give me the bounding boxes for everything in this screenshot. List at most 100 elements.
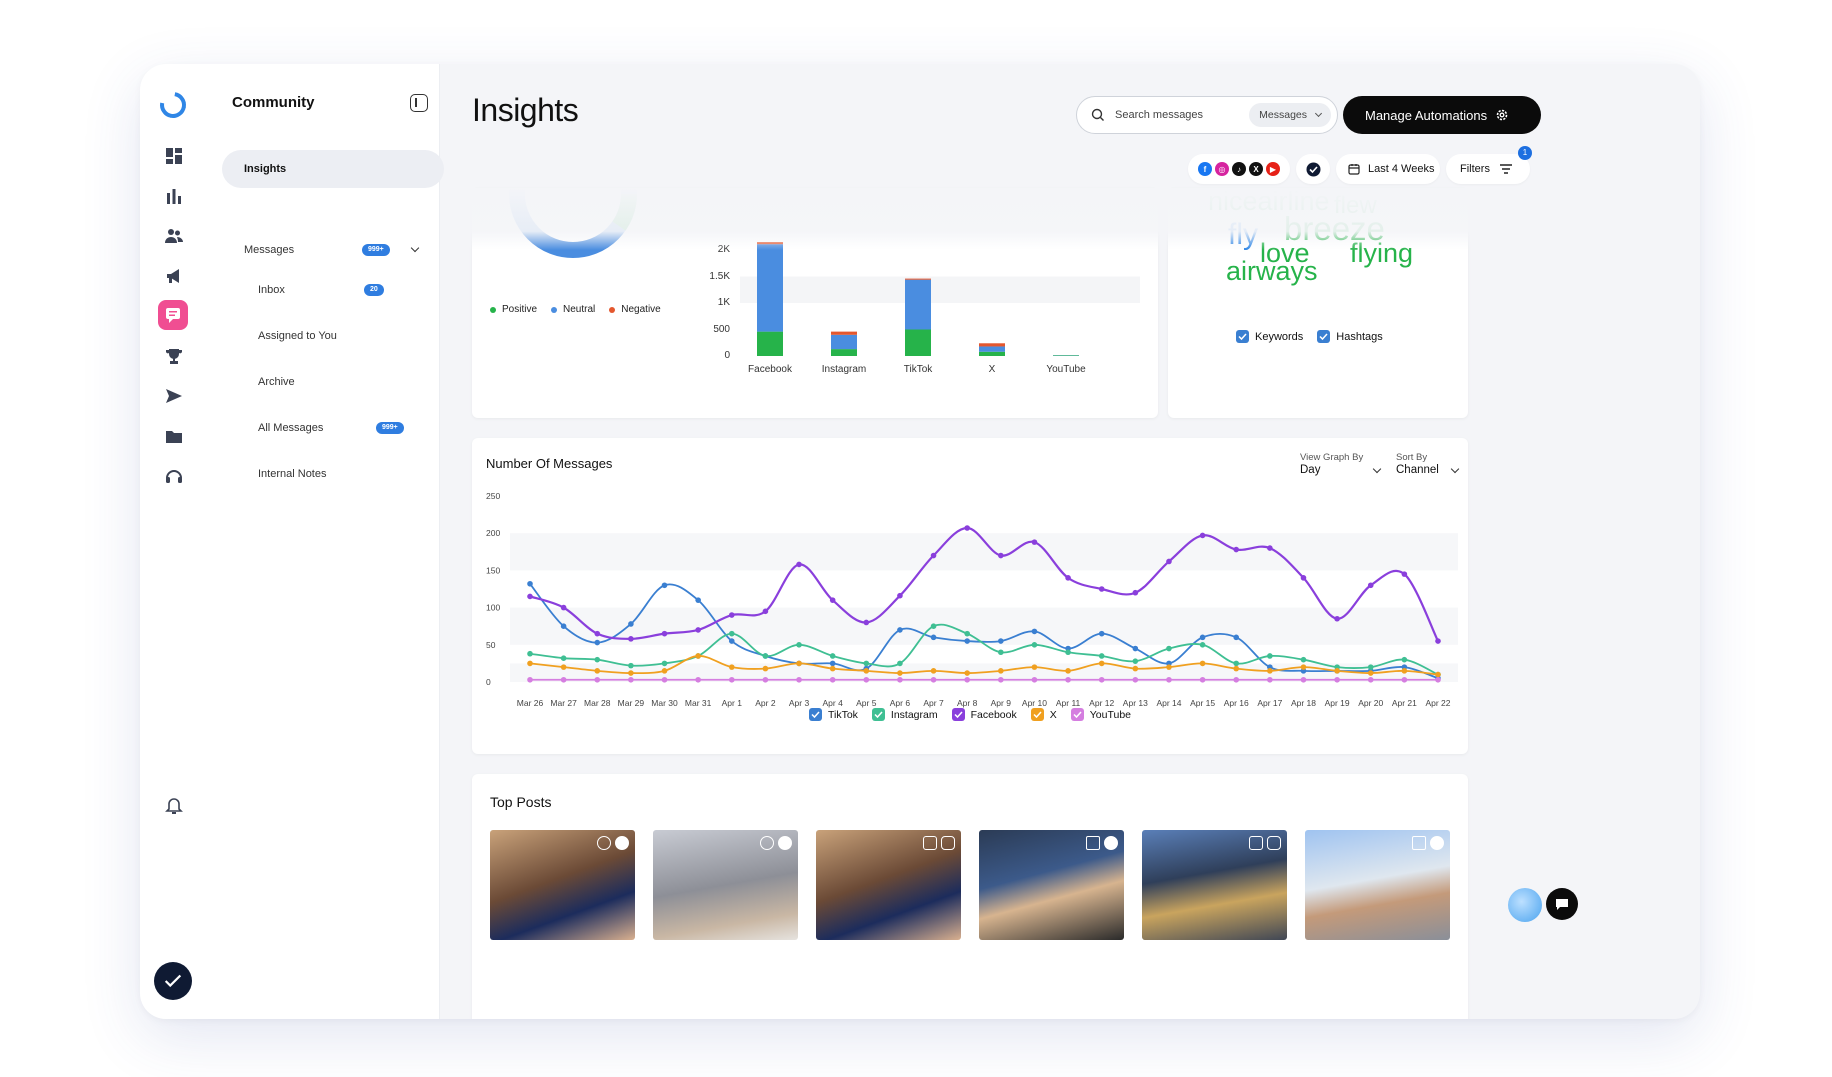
verified-toggle[interactable]: [1296, 154, 1330, 184]
data-point-tiktok[interactable]: [829, 660, 836, 667]
legend-checkbox[interactable]: [808, 708, 822, 721]
data-point-youtube[interactable]: [1132, 676, 1139, 683]
data-point-youtube[interactable]: [998, 676, 1004, 683]
legend-checkbox[interactable]: [1070, 708, 1084, 721]
help-assistant-button[interactable]: [1508, 888, 1542, 922]
data-point-facebook[interactable]: [695, 627, 701, 633]
data-point-youtube[interactable]: [661, 676, 668, 683]
community-icon[interactable]: [158, 300, 188, 330]
data-point-tiktok[interactable]: [1132, 645, 1139, 652]
bar-positive-x[interactable]: [979, 351, 1005, 356]
sidebar-item-messages[interactable]: Messages 999+: [244, 240, 434, 260]
bar-positive-tiktok[interactable]: [905, 329, 931, 357]
analytics-icon[interactable]: [162, 184, 186, 208]
view-graph-select[interactable]: Day: [1300, 464, 1321, 476]
hashtags-checkbox[interactable]: Hashtags: [1317, 330, 1383, 343]
data-point-tiktok[interactable]: [964, 638, 970, 644]
data-point-facebook[interactable]: [1334, 615, 1340, 622]
data-point-tiktok[interactable]: [728, 638, 735, 644]
data-point-tiktok[interactable]: [1098, 630, 1105, 637]
data-point-facebook[interactable]: [728, 612, 735, 618]
bar-neutral-tiktok[interactable]: [905, 279, 931, 330]
bar-positive-youtube[interactable]: [1053, 355, 1079, 356]
data-point-instagram[interactable]: [1098, 653, 1105, 659]
legend-toggle-tiktok[interactable]: TikTok: [808, 708, 858, 721]
search-scope-dropdown[interactable]: Messages: [1249, 103, 1331, 127]
data-point-facebook[interactable]: [1031, 539, 1038, 545]
data-point-x[interactable]: [829, 665, 836, 672]
data-point-x[interactable]: [527, 660, 533, 667]
data-point-youtube[interactable]: [796, 676, 802, 683]
data-point-facebook[interactable]: [1199, 532, 1206, 539]
data-point-x[interactable]: [695, 653, 701, 659]
channel-selector[interactable]: f ◎ ♪ X ▶: [1188, 154, 1290, 184]
search-box[interactable]: Search messages Messages: [1076, 96, 1338, 134]
dashboard-icon[interactable]: [162, 144, 186, 168]
chevron-down-icon[interactable]: [410, 243, 420, 253]
data-point-x[interactable]: [1401, 668, 1408, 674]
data-point-facebook[interactable]: [796, 561, 802, 568]
sidebar-item-insights[interactable]: Insights: [222, 150, 444, 188]
data-point-tiktok[interactable]: [1233, 634, 1240, 641]
data-point-facebook[interactable]: [560, 604, 567, 611]
data-point-x[interactable]: [661, 668, 668, 674]
data-point-x[interactable]: [594, 668, 601, 674]
data-point-youtube[interactable]: [1334, 676, 1340, 683]
data-point-facebook[interactable]: [998, 552, 1004, 559]
manage-automations-button[interactable]: Manage Automations: [1343, 96, 1541, 134]
data-point-facebook[interactable]: [628, 636, 634, 642]
data-point-x[interactable]: [1031, 664, 1038, 670]
data-point-instagram[interactable]: [1233, 660, 1240, 667]
data-point-youtube[interactable]: [829, 676, 836, 683]
bar-neutral-x[interactable]: [979, 346, 1005, 352]
data-point-facebook[interactable]: [1065, 575, 1071, 581]
sort-by-select[interactable]: Channel: [1396, 464, 1439, 476]
data-point-tiktok[interactable]: [897, 627, 903, 633]
data-point-tiktok[interactable]: [695, 597, 701, 603]
data-point-instagram[interactable]: [829, 653, 836, 659]
data-point-tiktok[interactable]: [560, 623, 567, 629]
data-point-facebook[interactable]: [661, 630, 668, 637]
sidebar-item-internal-notes[interactable]: Internal Notes: [258, 464, 428, 484]
data-point-youtube[interactable]: [527, 676, 533, 683]
data-point-instagram[interactable]: [594, 656, 601, 663]
data-point-facebook[interactable]: [964, 525, 970, 531]
data-point-instagram[interactable]: [897, 660, 903, 667]
keywords-checkbox[interactable]: Keywords: [1236, 330, 1303, 343]
data-point-x[interactable]: [628, 670, 634, 676]
legend-checkbox[interactable]: [871, 708, 885, 721]
data-point-youtube[interactable]: [695, 676, 701, 683]
data-point-instagram[interactable]: [1367, 664, 1374, 670]
legend-toggle-facebook[interactable]: Facebook: [951, 708, 1017, 721]
data-point-x[interactable]: [930, 668, 937, 674]
top-post-4[interactable]: [979, 830, 1124, 940]
legend-toggle-x[interactable]: X: [1030, 708, 1057, 721]
top-post-2[interactable]: [653, 830, 798, 940]
data-point-facebook[interactable]: [863, 619, 870, 626]
data-point-x[interactable]: [762, 665, 769, 672]
data-point-x[interactable]: [964, 670, 970, 676]
data-point-instagram[interactable]: [1132, 658, 1139, 664]
data-point-x[interactable]: [1199, 660, 1206, 667]
trophy-icon[interactable]: [162, 344, 186, 368]
data-point-youtube[interactable]: [560, 676, 567, 683]
headset-icon[interactable]: [162, 464, 186, 488]
data-point-x[interactable]: [1233, 665, 1240, 672]
bar-negative-instagram[interactable]: [831, 331, 857, 335]
data-point-x[interactable]: [728, 664, 735, 670]
data-point-facebook[interactable]: [897, 592, 903, 599]
bar-positive-instagram[interactable]: [831, 349, 857, 356]
data-point-instagram[interactable]: [1267, 653, 1273, 659]
data-point-youtube[interactable]: [1233, 676, 1240, 683]
data-point-facebook[interactable]: [1300, 575, 1307, 581]
data-point-x[interactable]: [1367, 670, 1374, 676]
data-point-tiktok[interactable]: [527, 580, 533, 587]
data-point-instagram[interactable]: [1401, 656, 1408, 663]
top-post-5[interactable]: [1142, 830, 1287, 940]
data-point-tiktok[interactable]: [1199, 634, 1206, 641]
filters-button[interactable]: Filters 1: [1446, 146, 1532, 184]
data-point-youtube[interactable]: [1199, 676, 1206, 683]
date-range-selector[interactable]: Last 4 Weeks: [1336, 154, 1440, 184]
top-post-3[interactable]: [816, 830, 961, 940]
data-point-facebook[interactable]: [1435, 638, 1441, 644]
